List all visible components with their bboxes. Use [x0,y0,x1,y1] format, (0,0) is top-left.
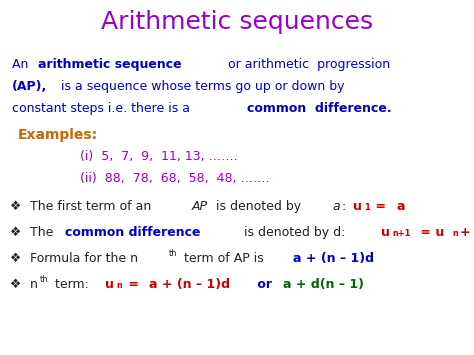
Text: Arithmetic sequences: Arithmetic sequences [101,10,373,34]
Text: n: n [30,278,37,291]
Text: u: u [353,200,362,213]
Text: u: u [381,226,390,239]
Text: common  difference.: common difference. [247,102,392,115]
Text: (i)  5,  7,  9,  11, 13, …….: (i) 5, 7, 9, 11, 13, ……. [80,150,237,163]
Text: or: or [253,278,277,291]
Text: =: = [371,200,391,213]
Text: =: = [124,278,143,291]
Text: + d: + d [460,226,474,239]
Text: is a sequence whose terms go up or down by: is a sequence whose terms go up or down … [57,80,345,93]
Text: n: n [452,229,458,237]
Text: n+1: n+1 [392,229,410,237]
Text: a: a [396,200,405,213]
Text: constant steps i.e. there is a: constant steps i.e. there is a [12,102,194,115]
Text: is denoted by: is denoted by [212,200,305,213]
Text: u: u [105,278,114,291]
Text: AP: AP [191,200,207,213]
Text: a + (n – 1)d: a + (n – 1)d [149,278,230,291]
Text: = u: = u [416,226,444,239]
Text: ❖: ❖ [10,252,25,265]
Text: th: th [40,274,48,284]
Text: a: a [332,200,340,213]
Text: th: th [169,248,178,257]
Text: Formula for the n: Formula for the n [30,252,137,265]
Text: (ii)  88,  78,  68,  58,  48, …….: (ii) 88, 78, 68, 58, 48, ……. [80,172,270,185]
Text: term:: term: [51,278,93,291]
Text: Examples:: Examples: [18,128,98,142]
Text: a + (n – 1)d: a + (n – 1)d [293,252,374,265]
Text: 1: 1 [364,202,370,212]
Text: The first term of an: The first term of an [30,200,155,213]
Text: or arithmetic  progression: or arithmetic progression [224,58,390,71]
Text: n: n [116,280,122,289]
Text: ❖: ❖ [10,226,25,239]
Text: is denoted by d:: is denoted by d: [240,226,349,239]
Text: An: An [12,58,32,71]
Text: :: : [342,200,350,213]
Text: The: The [30,226,57,239]
Text: ❖: ❖ [10,200,25,213]
Text: arithmetic sequence: arithmetic sequence [38,58,182,71]
Text: a + d(n – 1): a + d(n – 1) [283,278,365,291]
Text: ❖: ❖ [10,278,25,291]
Text: term of AP is: term of AP is [180,252,268,265]
Text: (AP),: (AP), [12,80,47,93]
Text: common difference: common difference [65,226,201,239]
